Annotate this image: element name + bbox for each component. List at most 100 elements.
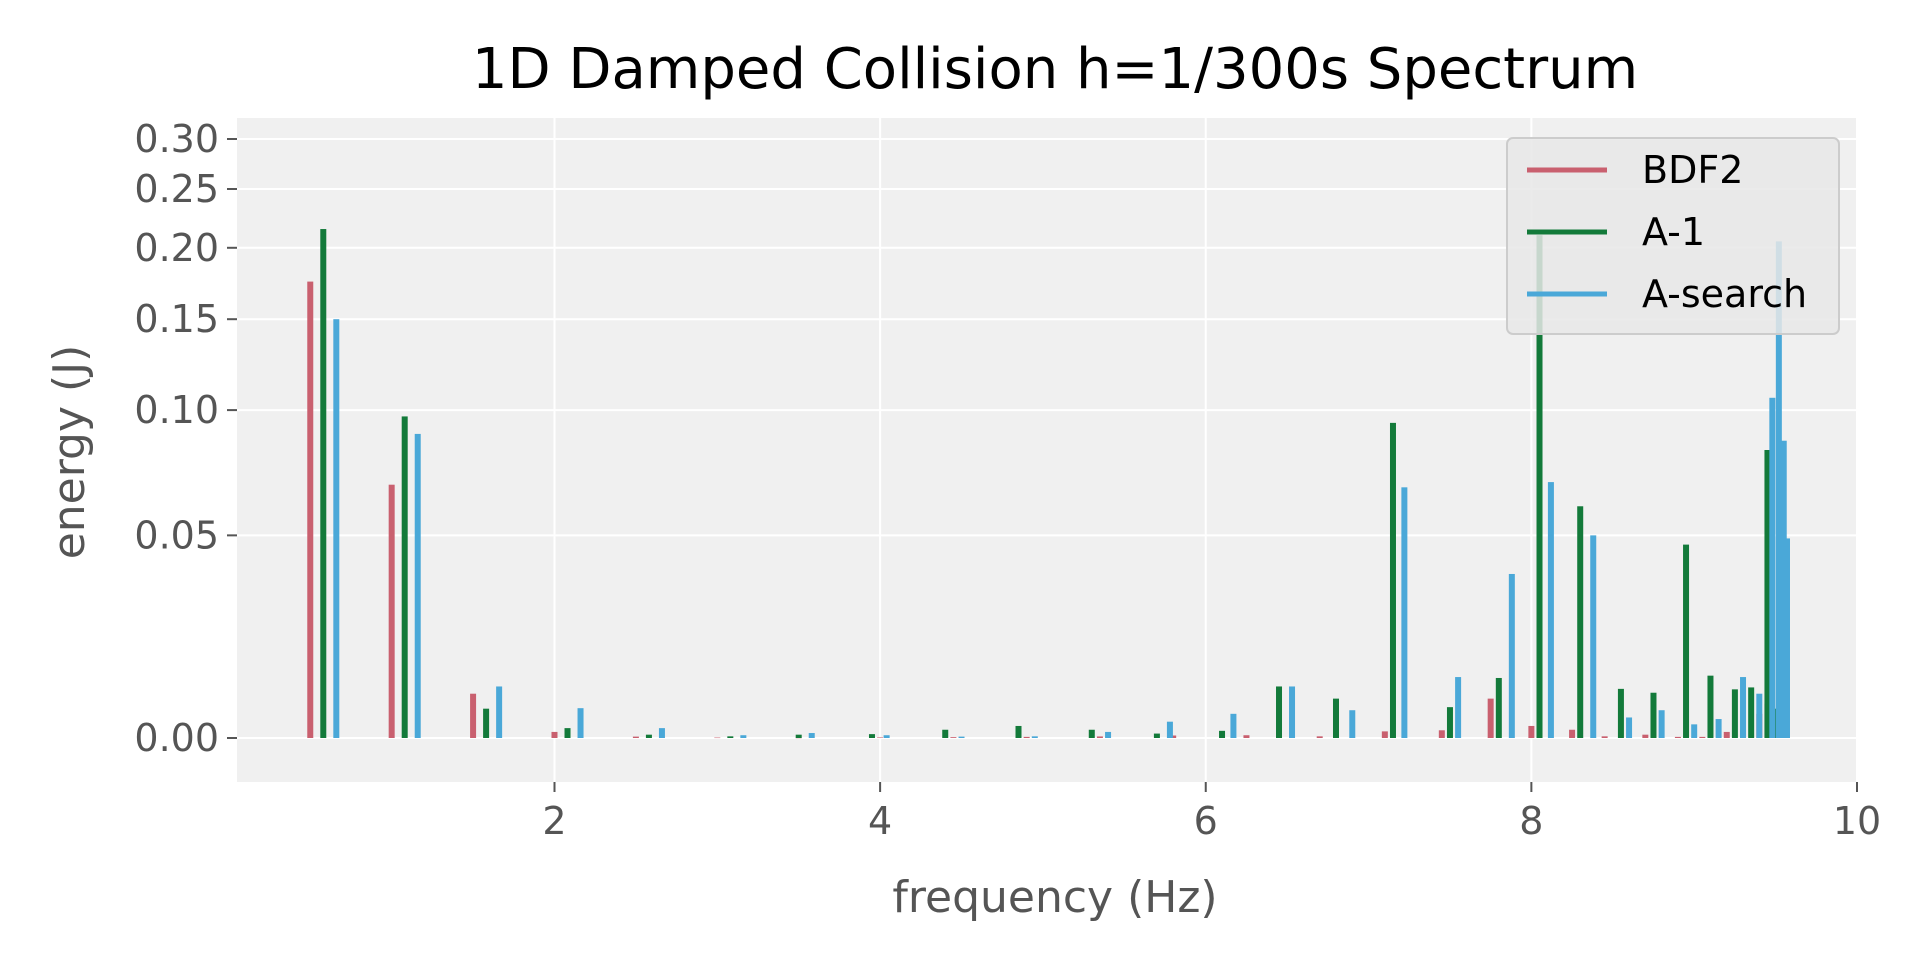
bar xyxy=(1569,729,1576,738)
bar xyxy=(1674,736,1681,738)
bar xyxy=(1508,573,1515,738)
bar xyxy=(1601,736,1608,738)
bar xyxy=(1487,698,1494,738)
bar xyxy=(1740,677,1747,738)
x-axis-label: frequency (Hz) xyxy=(892,872,1217,923)
bar xyxy=(1332,698,1339,738)
bar xyxy=(1455,677,1462,738)
x-tick-label: 10 xyxy=(1833,799,1881,843)
x-tick-label: 4 xyxy=(868,799,892,843)
bar xyxy=(1495,677,1502,738)
chart-title: 1D Damped Collision h=1/300s Spectrum xyxy=(472,37,1638,102)
bar xyxy=(1748,687,1755,738)
legend-box xyxy=(1506,137,1840,335)
bar xyxy=(1617,688,1624,738)
bar xyxy=(727,736,734,738)
bar xyxy=(1381,731,1388,738)
y-tick-label: 0.05 xyxy=(134,513,219,557)
y-tick-label: 0.15 xyxy=(134,297,219,341)
bar xyxy=(1105,731,1112,738)
legend-label: BDF2 xyxy=(1642,148,1743,192)
bar xyxy=(320,229,327,738)
x-tick-label: 6 xyxy=(1194,799,1218,843)
y-axis-label: energy (J) xyxy=(44,345,95,560)
legend: BDF2 A-1 A-search xyxy=(1506,137,1840,335)
bar xyxy=(1691,724,1698,738)
y-tick-label: 0.00 xyxy=(134,716,219,760)
bar xyxy=(1536,235,1543,738)
bar xyxy=(1316,736,1323,738)
bar xyxy=(551,731,558,738)
bar xyxy=(1170,735,1177,738)
bar xyxy=(868,734,875,738)
bar xyxy=(1096,736,1103,738)
bar xyxy=(1775,241,1782,738)
legend-item: A-search xyxy=(1527,272,1807,316)
bar xyxy=(577,708,584,738)
bar xyxy=(401,416,408,738)
bar xyxy=(1153,733,1160,738)
bar xyxy=(714,737,721,739)
bar xyxy=(1289,686,1296,738)
bar xyxy=(1707,675,1714,738)
bar xyxy=(1219,730,1226,738)
bar xyxy=(1783,538,1790,738)
bar xyxy=(333,319,340,738)
y-tick-label: 0.20 xyxy=(134,226,219,270)
y-tick-label: 0.10 xyxy=(134,388,219,432)
bar xyxy=(645,734,652,738)
bar xyxy=(1731,689,1738,738)
bar xyxy=(1642,734,1649,738)
bar xyxy=(808,733,815,738)
bar xyxy=(942,729,949,738)
bar xyxy=(1023,736,1030,738)
bar xyxy=(950,737,957,738)
bar xyxy=(958,736,965,738)
legend-item: BDF2 xyxy=(1527,148,1743,192)
bar xyxy=(1015,725,1022,738)
bar xyxy=(1650,692,1657,738)
bar xyxy=(564,728,571,738)
bar xyxy=(1088,729,1095,738)
bar xyxy=(1699,736,1706,738)
bar xyxy=(1780,440,1787,738)
x-tick-label: 8 xyxy=(1519,799,1543,843)
legend-item: A-1 xyxy=(1527,210,1705,254)
y-axis-ticks: 0.00 0.05 0.10 0.15 0.20 0.25 0.30 xyxy=(134,117,237,760)
bar xyxy=(496,686,503,738)
bar xyxy=(1764,449,1771,738)
bar xyxy=(1547,482,1554,738)
bar xyxy=(1658,710,1665,738)
legend-label: A-search xyxy=(1642,272,1807,316)
bar xyxy=(1756,693,1763,738)
bar xyxy=(1772,708,1779,738)
bar xyxy=(1349,710,1356,738)
bar xyxy=(1243,735,1250,738)
bar xyxy=(877,737,884,738)
bar xyxy=(1683,544,1690,738)
bar xyxy=(1276,686,1283,738)
bar xyxy=(483,708,490,738)
bar xyxy=(1166,721,1173,738)
bar xyxy=(414,433,421,738)
bar xyxy=(1389,422,1396,738)
bar xyxy=(1031,736,1038,738)
series-a-1 xyxy=(320,229,1779,738)
bar xyxy=(388,484,395,738)
series-a-search xyxy=(333,241,1790,738)
bar xyxy=(1528,725,1535,738)
bar xyxy=(658,728,665,738)
bar xyxy=(1230,713,1237,738)
bar xyxy=(1438,730,1445,738)
bar xyxy=(1769,397,1776,738)
bar xyxy=(795,734,802,738)
bar xyxy=(1715,719,1722,738)
bar xyxy=(470,693,477,738)
legend-label: A-1 xyxy=(1642,210,1705,254)
bar xyxy=(1590,535,1597,738)
x-axis-ticks: 2 4 6 8 10 xyxy=(542,782,1881,843)
y-tick-label: 0.30 xyxy=(134,117,219,161)
bar xyxy=(1626,717,1633,738)
